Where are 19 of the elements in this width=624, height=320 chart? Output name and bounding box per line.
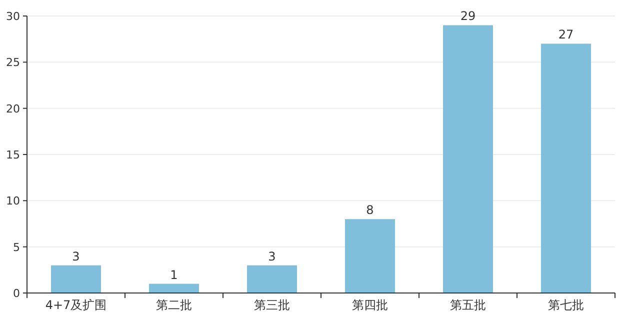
data-label: 1 xyxy=(170,268,178,282)
x-tick-label: 第二批 xyxy=(156,298,192,312)
x-tick-label: 4+7及扩围 xyxy=(45,298,107,312)
data-label: 29 xyxy=(460,9,476,24)
x-tick-label: 第七批 xyxy=(548,298,584,312)
y-tick-label: 10 xyxy=(6,194,20,208)
x-tick-label: 第五批 xyxy=(450,298,486,312)
x-tick-label: 第三批 xyxy=(254,298,290,312)
y-tick-label: 0 xyxy=(13,287,20,300)
y-tick-label: 25 xyxy=(6,56,20,70)
data-label: 3 xyxy=(268,249,276,264)
data-label: 3 xyxy=(72,249,80,264)
y-tick-label: 20 xyxy=(6,102,20,116)
y-tick-label: 30 xyxy=(6,10,20,23)
data-label: 8 xyxy=(366,203,374,218)
y-tick-label: 15 xyxy=(6,148,20,162)
y-tick-label: 5 xyxy=(13,240,20,254)
data-label: 27 xyxy=(558,28,574,42)
x-tick-label: 第四批 xyxy=(352,298,388,312)
